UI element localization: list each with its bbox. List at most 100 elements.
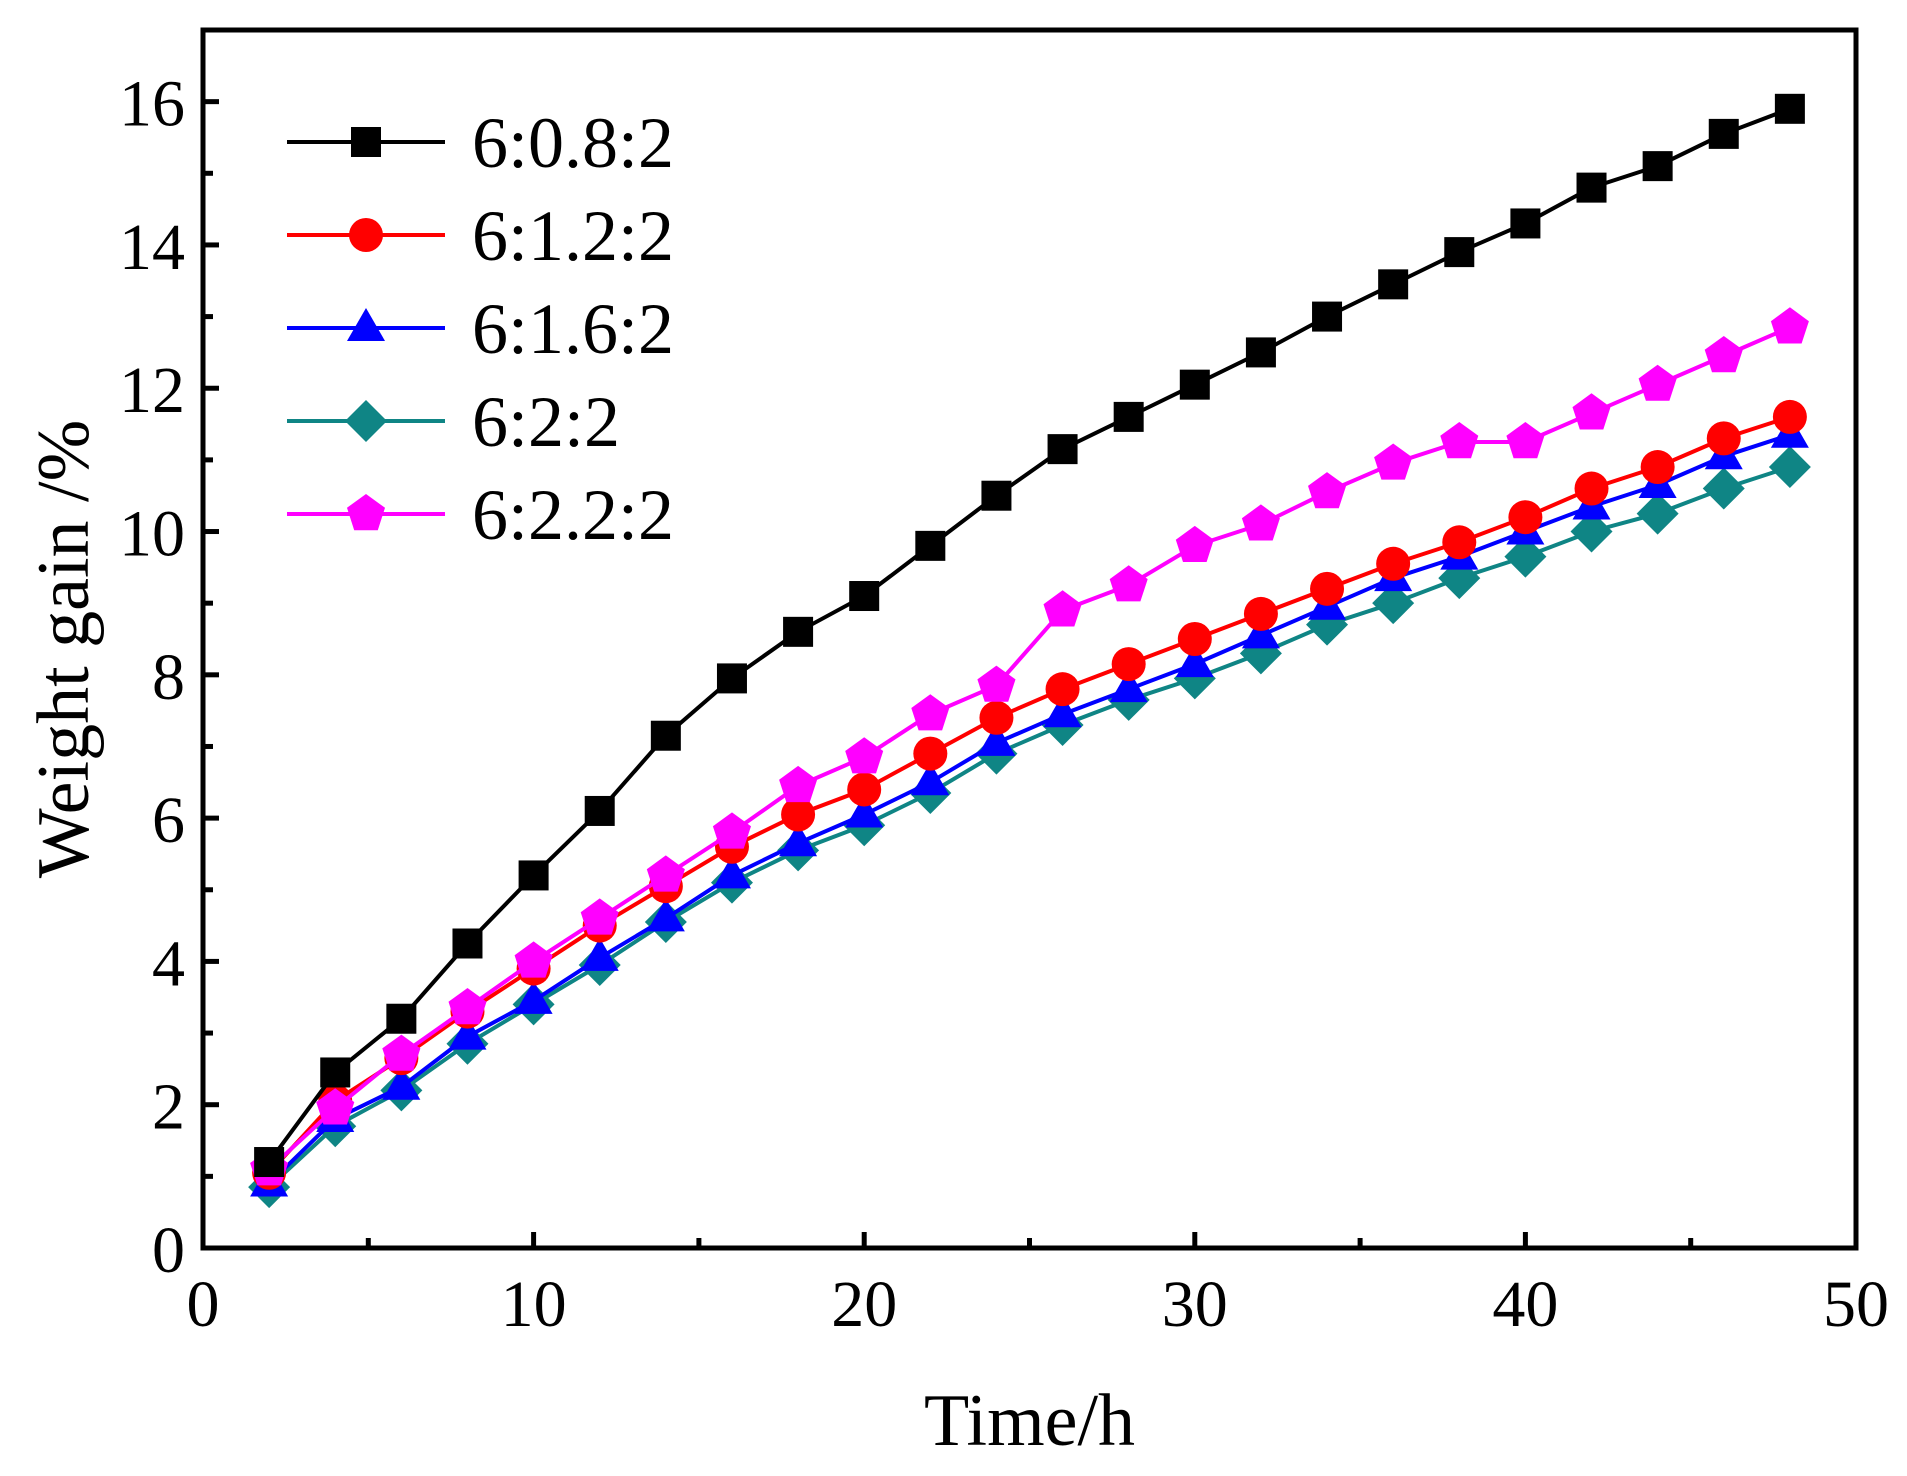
data-point	[1378, 269, 1409, 300]
legend: 6:0.8:2 6:1.2:2 6:1.6:2 6:2:2 6:2.2:2	[287, 103, 674, 555]
data-point	[1177, 622, 1212, 656]
data-point	[1642, 151, 1673, 182]
data-point	[1706, 421, 1741, 456]
y-tick-label: 2	[152, 1071, 185, 1144]
y-tick-label: 4	[152, 927, 185, 1000]
series-line	[267, 465, 1791, 1189]
data-point	[845, 737, 884, 774]
data-point	[382, 1034, 421, 1071]
data-point	[911, 694, 950, 731]
data-point	[580, 898, 619, 935]
data-point	[1111, 647, 1146, 682]
series-6:2.2:2	[250, 307, 1809, 1186]
data-point	[1376, 546, 1411, 581]
data-point	[1574, 471, 1609, 506]
data-point	[1702, 467, 1745, 510]
data-series	[248, 93, 1811, 1209]
data-point	[977, 665, 1016, 702]
data-point	[779, 823, 818, 857]
data-point	[1308, 472, 1347, 509]
data-point	[448, 988, 487, 1025]
data-point	[1043, 590, 1082, 627]
data-point	[913, 736, 948, 771]
legend-marker	[347, 308, 385, 341]
x-tick-label: 40	[1492, 1268, 1558, 1341]
data-point	[1245, 337, 1276, 368]
x-tick-label: 30	[1162, 1268, 1228, 1341]
x-tick-label: 10	[501, 1268, 567, 1341]
data-point	[1504, 535, 1547, 578]
y-tick-labels: 0 2 4 6 8 10 12 14 16	[119, 68, 185, 1287]
data-point	[382, 1066, 421, 1100]
data-point	[712, 855, 751, 889]
data-point	[1109, 669, 1148, 703]
data-point	[1770, 307, 1809, 344]
legend-item: 6:2:2	[287, 382, 620, 462]
data-point	[781, 797, 816, 832]
y-axis-title: Weight gain /%	[23, 420, 105, 879]
data-point	[514, 941, 553, 978]
legend-item: 6:1.6:2	[287, 289, 674, 369]
y-tick-label: 14	[119, 211, 185, 284]
data-point	[783, 616, 814, 647]
data-point	[1310, 571, 1345, 606]
legend-marker	[349, 218, 383, 252]
data-point	[386, 1003, 417, 1034]
data-point	[1638, 364, 1677, 401]
data-point	[1510, 208, 1541, 239]
data-point	[650, 720, 681, 751]
data-point	[316, 1088, 355, 1125]
data-point	[1241, 615, 1280, 649]
data-point	[779, 765, 818, 803]
data-point	[845, 794, 884, 828]
data-point	[849, 581, 880, 612]
legend-item: 6:2.2:2	[287, 475, 674, 555]
data-point	[448, 1016, 487, 1050]
data-point	[1241, 504, 1280, 541]
data-point	[1374, 443, 1413, 480]
data-point	[518, 860, 549, 891]
data-point	[514, 980, 553, 1014]
data-point	[646, 898, 685, 932]
legend-marker	[345, 400, 387, 442]
data-point	[1768, 446, 1811, 489]
legend-item: 6:0.8:2	[287, 103, 674, 183]
data-point	[1047, 434, 1078, 465]
data-point	[1640, 450, 1675, 485]
data-point	[254, 1147, 285, 1178]
plot-frame	[200, 27, 1859, 1251]
x-tick-label: 0	[187, 1268, 220, 1341]
y-tick-label: 0	[152, 1214, 185, 1287]
data-point	[1175, 525, 1214, 562]
data-point	[712, 812, 751, 849]
data-point	[1243, 596, 1278, 631]
series-6:2:2	[248, 446, 1811, 1209]
data-point	[1708, 118, 1739, 149]
y-tick-label: 6	[152, 784, 185, 857]
data-point	[646, 855, 685, 892]
legend-label: 6:2:2	[472, 382, 620, 462]
legend-label: 6:2.2:2	[472, 475, 674, 555]
data-point	[1506, 422, 1545, 459]
data-point	[1704, 336, 1743, 373]
data-point	[1576, 172, 1607, 203]
legend-item: 6:1.2:2	[287, 196, 674, 276]
data-point	[979, 700, 1014, 735]
legend-marker	[351, 127, 381, 157]
x-tick-label: 50	[1823, 1268, 1889, 1341]
data-point	[1312, 301, 1343, 332]
data-point	[1175, 644, 1214, 678]
data-point	[1442, 525, 1477, 560]
data-point	[981, 480, 1012, 511]
data-point	[1179, 369, 1210, 400]
data-point	[1372, 582, 1415, 625]
data-point	[584, 795, 615, 826]
data-point	[452, 928, 483, 959]
data-point	[1570, 510, 1613, 553]
y-tick-label: 16	[119, 68, 185, 141]
data-point	[580, 937, 619, 971]
data-point	[915, 530, 946, 561]
data-point	[977, 722, 1016, 756]
x-tick-labels: 0 10 20 30 40 50	[187, 1268, 1890, 1341]
